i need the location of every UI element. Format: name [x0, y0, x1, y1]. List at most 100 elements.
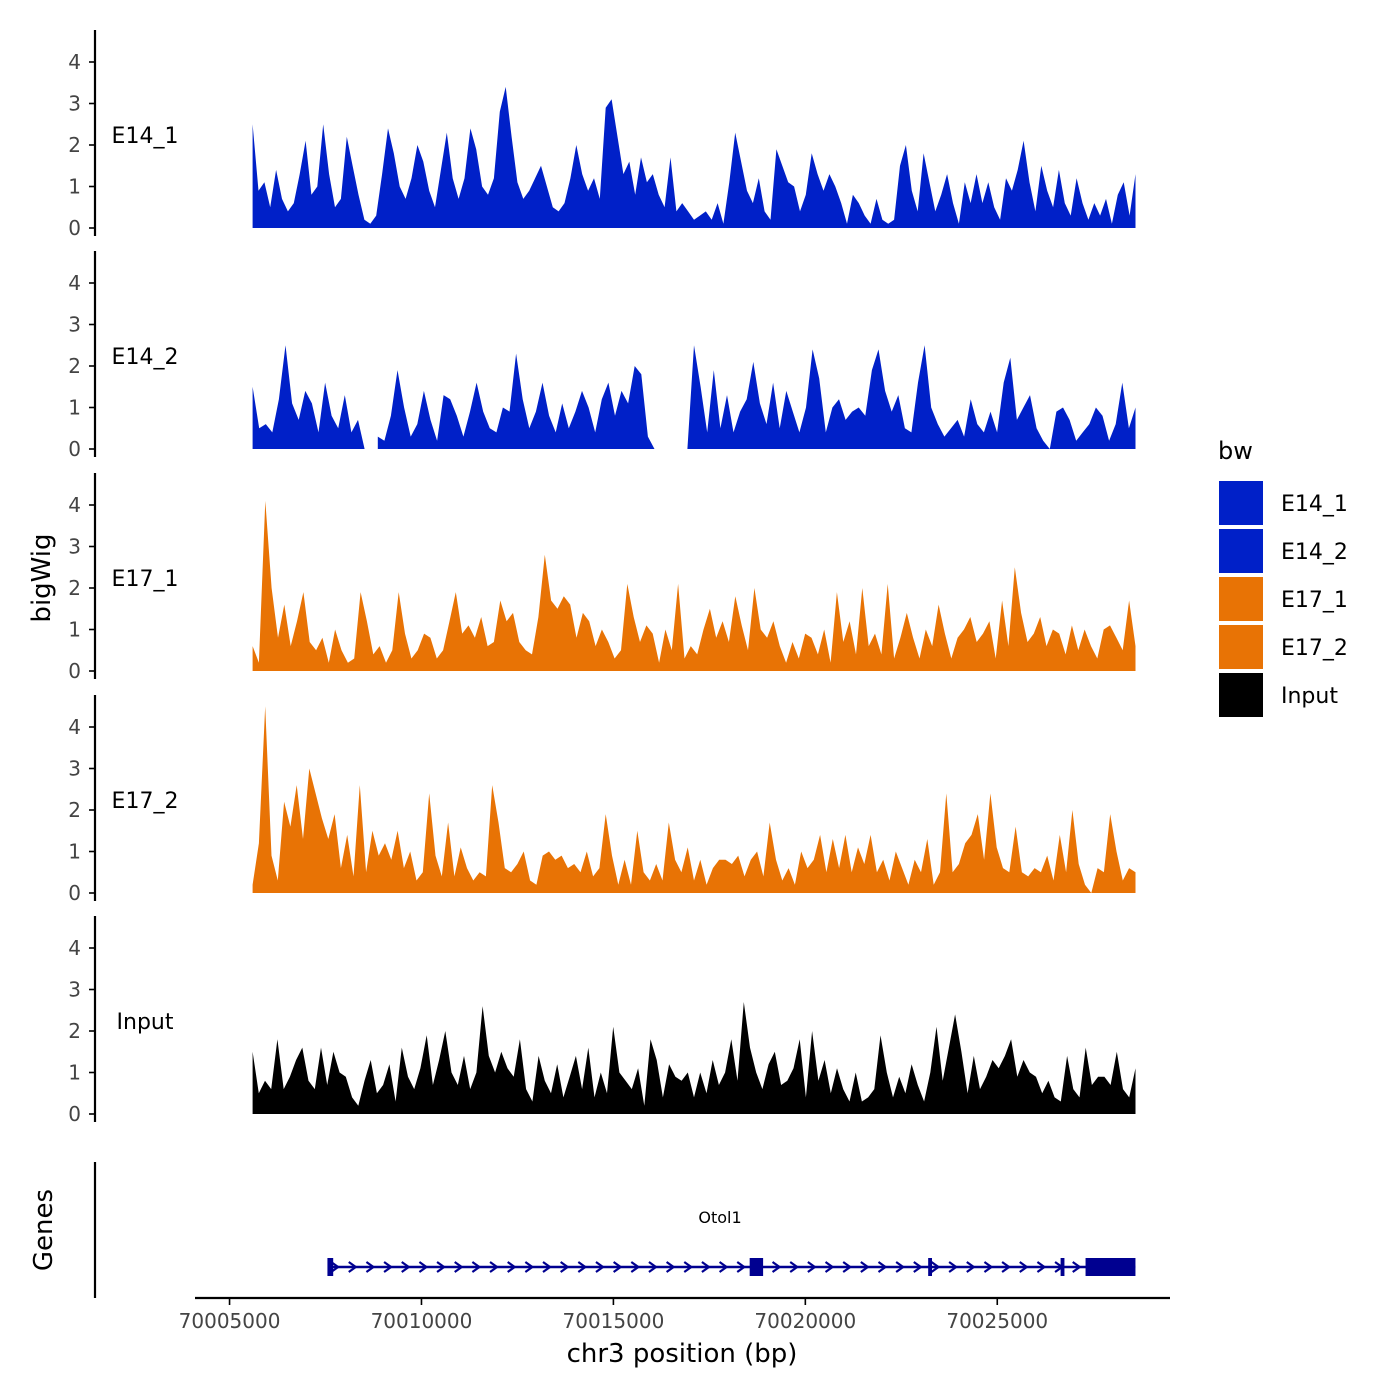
strand-arrow: [842, 1261, 853, 1273]
y-tick-label: 4: [68, 50, 81, 74]
coverage-tracks: 0 1 2 3 4 E14_1 0 1 2 3 4 E14_2 0 1 2 3 4 E17_1 0 1 2 3 4 E17_2…: [68, 29, 1136, 1126]
strand-arrow: [701, 1261, 711, 1273]
strand-arrow: [966, 1261, 976, 1273]
strand-arrow: [683, 1261, 694, 1273]
coverage-area-Input: [252, 1002, 1136, 1114]
legend-swatch-E14_1: [1219, 481, 1263, 525]
gene-exon: [928, 1258, 933, 1276]
gene-model: [327, 1258, 1136, 1276]
strand-arrow: [507, 1261, 517, 1273]
y-tick-label: 3: [68, 535, 81, 559]
track-label-E17_2: E17_2: [112, 789, 179, 814]
strand-arrow: [736, 1261, 747, 1273]
legend: bw E14_1 E14_2 E17_1 E17_2 Input: [1218, 437, 1348, 717]
strand-arrow: [383, 1261, 393, 1273]
strand-arrow: [648, 1261, 658, 1273]
strand-arrow: [895, 1261, 906, 1273]
strand-arrow: [560, 1261, 570, 1273]
legend-label-Input: Input: [1281, 684, 1338, 709]
legend-title: bw: [1218, 437, 1253, 465]
x-tick-label: 70005000: [179, 1309, 281, 1333]
track-Input: 0 1 2 3 4 Input: [68, 915, 1136, 1126]
track-E14_2: 0 1 2 3 4 E14_2: [68, 250, 1136, 461]
strand-arrow: [807, 1261, 817, 1273]
track-label-E17_1: E17_1: [112, 567, 179, 592]
strand-arrow: [718, 1261, 729, 1273]
y-tick-label: 2: [68, 798, 81, 822]
strand-arrow: [1036, 1261, 1047, 1273]
strand-arrow: [1019, 1261, 1029, 1273]
strand-arrow: [665, 1261, 676, 1273]
strand-arrow: [418, 1261, 429, 1273]
legend-swatch-E17_2: [1219, 625, 1263, 669]
y-axis-title: bigWig: [27, 533, 57, 622]
y-tick-label: 1: [68, 396, 81, 420]
y-tick-label: 0: [68, 659, 81, 683]
y-tick-label: 1: [68, 618, 81, 642]
y-tick-label: 2: [68, 133, 81, 157]
strand-arrow: [877, 1261, 888, 1273]
strand-arrow: [930, 1261, 941, 1273]
y-tick-label: 2: [68, 354, 81, 378]
coverage-area-E17_2: [252, 706, 1136, 893]
strand-arrow: [612, 1261, 623, 1273]
x-tick-label: 70015000: [563, 1309, 665, 1333]
track-E14_1: 0 1 2 3 4 E14_1: [68, 29, 1136, 240]
x-axis: 70005000 70010000 70015000 70020000 70025000…: [179, 1296, 1170, 1369]
y-tick-label: 1: [68, 1061, 81, 1085]
y-tick-label: 0: [68, 1102, 81, 1126]
strand-arrow: [771, 1261, 782, 1273]
strand-arrow: [454, 1261, 464, 1273]
gene-exon: [327, 1258, 334, 1276]
gene-exon: [749, 1258, 764, 1276]
legend-entries: E14_1 E14_2 E17_1 E17_2 Input: [1219, 481, 1348, 717]
gene-track: Genes Otol1: [29, 1162, 1136, 1298]
strand-arrow: [1072, 1261, 1082, 1273]
y-tick-label: 3: [68, 978, 81, 1002]
track-E17_1: 0 1 2 3 4 E17_1: [68, 472, 1136, 683]
genes-track-label: Genes: [29, 1189, 59, 1271]
coverage-area-E17_1: [252, 500, 1136, 671]
strand-arrow: [789, 1261, 800, 1273]
x-tick-label: 70020000: [754, 1309, 856, 1333]
strand-arrow: [489, 1261, 499, 1273]
y-tick-label: 0: [68, 437, 81, 461]
x-tick-label: 70025000: [946, 1309, 1048, 1333]
legend-swatch-E14_2: [1219, 529, 1263, 573]
strand-arrow: [824, 1261, 835, 1273]
legend-label-E17_1: E17_1: [1281, 588, 1348, 613]
y-tick-label: 0: [68, 216, 81, 240]
strand-arrow: [401, 1261, 411, 1273]
y-tick-label: 2: [68, 1019, 81, 1043]
strand-arrow: [1001, 1261, 1011, 1273]
y-tick-label: 0: [68, 881, 81, 905]
x-axis-ticks: 70005000 70010000 70015000 70020000 70025000: [179, 1298, 1048, 1333]
y-tick-label: 3: [68, 757, 81, 781]
coverage-area-E14_2: [252, 345, 1136, 449]
y-tick-label: 3: [68, 313, 81, 337]
strand-arrow: [365, 1261, 376, 1273]
y-tick-label: 1: [68, 840, 81, 864]
legend-label-E14_1: E14_1: [1281, 492, 1348, 517]
gene-name-label: Otol1: [698, 1208, 741, 1227]
track-E17_2: 0 1 2 3 4 E17_2: [68, 694, 1136, 905]
track-label-Input: Input: [117, 1010, 174, 1035]
legend-swatch-Input: [1219, 673, 1263, 717]
gene-exon: [1060, 1258, 1065, 1276]
x-axis-title: chr3 position (bp): [567, 1339, 798, 1369]
y-tick-label: 4: [68, 936, 81, 960]
gene-exon: [1085, 1258, 1136, 1276]
strand-arrow: [348, 1261, 358, 1273]
strand-arrow: [471, 1261, 482, 1273]
strand-arrow: [860, 1261, 870, 1273]
track-label-E14_1: E14_1: [112, 124, 179, 149]
y-tick-label: 2: [68, 576, 81, 600]
y-tick-label: 3: [68, 92, 81, 116]
strand-arrow: [630, 1261, 641, 1273]
strand-arrow: [913, 1261, 923, 1273]
coverage-area-E14_1: [252, 86, 1136, 229]
y-tick-label: 1: [68, 175, 81, 199]
x-tick-label: 70010000: [371, 1309, 473, 1333]
strand-arrow: [330, 1261, 341, 1273]
